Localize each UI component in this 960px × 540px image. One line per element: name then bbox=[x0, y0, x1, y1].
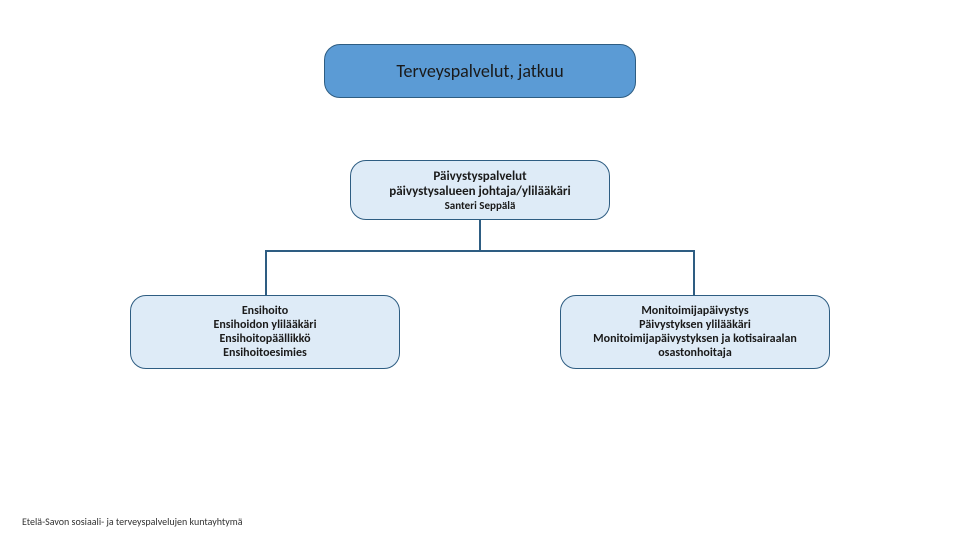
connector-stem bbox=[479, 220, 481, 250]
left-line-4: Ensihoitoesimies bbox=[223, 346, 307, 360]
emergency-services-box: Päivystyspalvelut päivystysalueen johtaj… bbox=[350, 160, 610, 220]
org-chart-canvas: Terveyspalvelut, jatkuu Päivystyspalvelu… bbox=[0, 0, 960, 540]
connector-hbar bbox=[265, 250, 695, 252]
mid-line-1: Päivystyspalvelut bbox=[433, 169, 526, 184]
connector-drop-left bbox=[265, 250, 267, 295]
right-line-3: Monitoimijapäivystyksen ja kotisairaalan bbox=[593, 332, 797, 346]
connector-drop-right bbox=[693, 250, 695, 295]
mid-line-2: päivystysalueen johtaja/ylilääkäri bbox=[389, 184, 570, 199]
right-line-1: Monitoimijapäivystys bbox=[641, 304, 748, 318]
monitoimijapaivystys-box: Monitoimijapäivystys Päivystyksen ylilää… bbox=[560, 295, 830, 369]
right-line-4: osastonhoitaja bbox=[658, 346, 732, 360]
left-line-3: Ensihoitopäällikkö bbox=[219, 332, 310, 346]
title-box: Terveyspalvelut, jatkuu bbox=[324, 44, 636, 98]
footer-text: Etelä-Savon sosiaali- ja terveyspalveluj… bbox=[22, 515, 243, 528]
title-text: Terveyspalvelut, jatkuu bbox=[396, 60, 563, 82]
mid-line-3: Santeri Seppälä bbox=[445, 199, 516, 212]
ensihoito-box: Ensihoito Ensihoidon ylilääkäri Ensihoit… bbox=[130, 295, 400, 369]
right-line-2: Päivystyksen ylilääkäri bbox=[639, 318, 751, 332]
left-line-1: Ensihoito bbox=[242, 304, 288, 318]
left-line-2: Ensihoidon ylilääkäri bbox=[213, 318, 316, 332]
